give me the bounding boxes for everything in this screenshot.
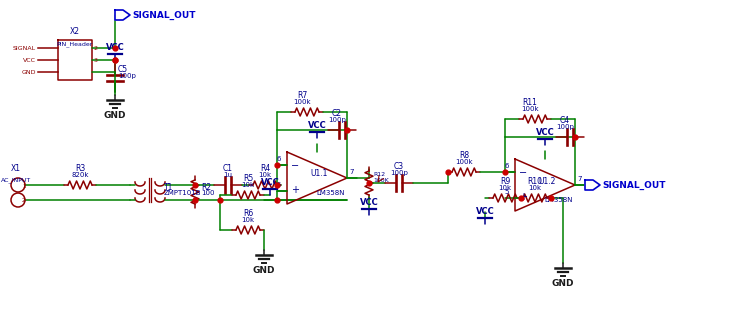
Text: U1.2: U1.2 bbox=[538, 177, 556, 186]
Text: R7: R7 bbox=[297, 91, 307, 100]
Text: R3: R3 bbox=[75, 164, 85, 173]
Text: R4: R4 bbox=[260, 164, 270, 173]
Text: −: − bbox=[291, 161, 299, 171]
Text: T1: T1 bbox=[164, 182, 173, 192]
Text: −: − bbox=[519, 168, 527, 178]
Text: GND: GND bbox=[22, 69, 36, 74]
Text: VCC: VCC bbox=[23, 58, 36, 63]
Text: R2: R2 bbox=[201, 182, 211, 192]
Text: 100p: 100p bbox=[556, 124, 574, 130]
Text: VCC: VCC bbox=[360, 198, 378, 207]
Text: AC_INPUT: AC_INPUT bbox=[1, 177, 31, 183]
Text: 1u: 1u bbox=[224, 172, 232, 178]
Text: VCC: VCC bbox=[536, 128, 554, 137]
Text: R12: R12 bbox=[373, 172, 386, 177]
Text: R5: R5 bbox=[243, 174, 253, 183]
Text: 10k: 10k bbox=[242, 217, 254, 223]
Text: VCC: VCC bbox=[261, 178, 279, 187]
Text: GND: GND bbox=[552, 279, 574, 288]
Text: R10: R10 bbox=[527, 177, 542, 186]
Text: 10k: 10k bbox=[242, 182, 254, 188]
Text: 7: 7 bbox=[577, 176, 581, 182]
Text: +: + bbox=[291, 185, 299, 195]
Text: +: + bbox=[519, 192, 527, 202]
Text: 10k: 10k bbox=[529, 185, 542, 191]
Text: 7: 7 bbox=[349, 169, 353, 175]
Text: 100p: 100p bbox=[328, 117, 346, 123]
Text: 100: 100 bbox=[201, 190, 214, 196]
Text: 100p: 100p bbox=[118, 73, 136, 79]
Text: 5: 5 bbox=[505, 189, 509, 195]
Text: SIGNAL_OUT: SIGNAL_OUT bbox=[602, 180, 665, 190]
Text: 5: 5 bbox=[277, 182, 281, 188]
Text: LM358N: LM358N bbox=[316, 190, 345, 196]
Text: PIN_Header: PIN_Header bbox=[57, 41, 93, 47]
Text: 10k: 10k bbox=[499, 185, 512, 191]
Text: ZMPT101B: ZMPT101B bbox=[164, 190, 202, 196]
Text: C5: C5 bbox=[118, 65, 128, 74]
Text: VCC: VCC bbox=[106, 43, 124, 52]
Text: SIGNAL_OUT: SIGNAL_OUT bbox=[132, 10, 196, 20]
Text: R9: R9 bbox=[500, 177, 510, 186]
Polygon shape bbox=[115, 10, 130, 20]
Text: R6: R6 bbox=[243, 209, 253, 218]
Text: C3: C3 bbox=[394, 162, 404, 171]
Text: VCC: VCC bbox=[308, 121, 326, 130]
Text: SIGNAL: SIGNAL bbox=[13, 45, 36, 50]
Text: 1: 1 bbox=[22, 183, 26, 188]
Text: R8: R8 bbox=[459, 151, 469, 160]
Text: 6: 6 bbox=[505, 163, 509, 169]
Text: C4: C4 bbox=[560, 116, 570, 125]
Text: C1: C1 bbox=[223, 164, 233, 173]
Text: R11: R11 bbox=[523, 98, 538, 107]
Text: LM358N: LM358N bbox=[544, 197, 573, 203]
Text: U1.1: U1.1 bbox=[310, 170, 328, 178]
Text: 100k: 100k bbox=[293, 99, 310, 105]
Text: VCC: VCC bbox=[476, 207, 494, 216]
Text: 2: 2 bbox=[22, 198, 26, 203]
Text: 100p: 100p bbox=[390, 170, 408, 176]
Text: 820k: 820k bbox=[71, 172, 88, 178]
Text: 10k: 10k bbox=[259, 172, 272, 178]
Text: 100k: 100k bbox=[521, 106, 538, 112]
Text: 2: 2 bbox=[94, 45, 98, 50]
Text: C2: C2 bbox=[332, 109, 342, 118]
Text: 3: 3 bbox=[94, 58, 98, 63]
Text: GND: GND bbox=[104, 111, 126, 120]
Text: X2: X2 bbox=[70, 27, 80, 36]
Text: X1: X1 bbox=[11, 164, 21, 173]
Polygon shape bbox=[585, 180, 600, 190]
Text: 100k: 100k bbox=[455, 159, 472, 165]
Text: 6: 6 bbox=[277, 156, 281, 162]
Text: 100K: 100K bbox=[373, 178, 388, 183]
Text: GND: GND bbox=[253, 266, 275, 275]
